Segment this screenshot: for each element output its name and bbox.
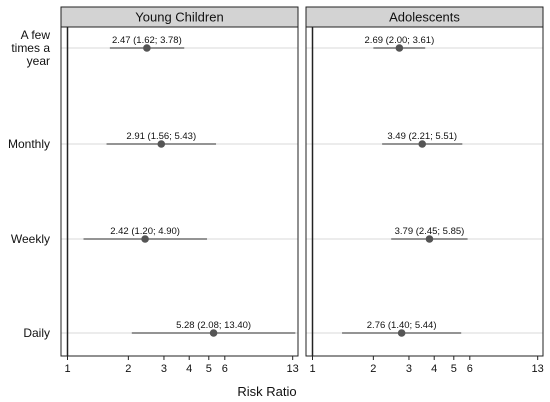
- row-label-line: Daily: [23, 326, 50, 340]
- panel-0-estimate-label-2: 2.42 (1.20; 4.90): [110, 226, 180, 237]
- panel-1-tick-label-5: 6: [467, 363, 473, 375]
- panel-0-point-0: [143, 44, 151, 52]
- panel-0-frame: [60, 26, 299, 357]
- panel-0-title: Young Children: [135, 10, 223, 25]
- panel-0-point-2: [141, 235, 149, 243]
- panel-0-estimate-label-0: 2.47 (1.62; 3.78): [112, 35, 182, 46]
- panel-1-point-3: [397, 329, 406, 337]
- panel-1-tick-label-1: 2: [370, 363, 376, 375]
- panel-0-tick-label-4: 5: [206, 363, 212, 375]
- panel-1-frame: [305, 26, 544, 357]
- panel-1-point-0: [395, 44, 404, 52]
- row-label-1: Monthly: [8, 137, 50, 151]
- row-label-line: A few: [21, 28, 51, 42]
- panel-0-estimate-label-1: 2.91 (1.56; 5.43): [126, 131, 196, 142]
- row-label-2: Weekly: [11, 232, 50, 246]
- panel-1-estimate-label-1: 3.49 (2.21; 5.51): [387, 131, 457, 142]
- row-label-line: times a: [11, 41, 50, 55]
- panel-1-tick-label-3: 4: [431, 363, 437, 375]
- row-label-3: Daily: [23, 326, 50, 340]
- panel-0-tick-label-1: 2: [125, 363, 131, 375]
- x-axis-title: Risk Ratio: [237, 384, 296, 399]
- panel-0-point-3: [209, 329, 218, 337]
- panel-1-tick-label-4: 5: [451, 363, 457, 375]
- panel-0-tick-label-6: 13: [287, 363, 299, 375]
- panel-1-estimate-label-3: 2.76 (1.40; 5.44): [367, 320, 437, 331]
- panel-1-estimate-label-0: 2.69 (2.00; 3.61): [365, 35, 435, 46]
- panel-1-tick-label-6: 13: [532, 363, 544, 375]
- row-label-0: A few times a year: [11, 28, 50, 68]
- panel-1-tick-label-0: 1: [309, 363, 315, 375]
- row-label-line: year: [27, 54, 50, 68]
- panel-1-title: Adolescents: [389, 10, 460, 25]
- panel-0-tick-label-0: 1: [64, 363, 70, 375]
- panel-0-estimate-label-3: 5.28 (2.08; 13.40): [176, 320, 251, 331]
- panel-1-point-1: [418, 140, 427, 148]
- row-label-line: Monthly: [8, 137, 50, 151]
- panel-0-tick-label-2: 3: [161, 363, 167, 375]
- panel-1-estimate-label-2: 3.79 (2.45; 5.85): [395, 226, 465, 237]
- panel-1-tick-label-2: 3: [406, 363, 412, 375]
- panel-0-tick-label-3: 4: [186, 363, 192, 375]
- panel-0-tick-label-5: 6: [222, 363, 228, 375]
- panel-0-point-1: [157, 140, 166, 148]
- row-label-line: Weekly: [11, 232, 50, 246]
- panel-1-point-2: [425, 235, 434, 243]
